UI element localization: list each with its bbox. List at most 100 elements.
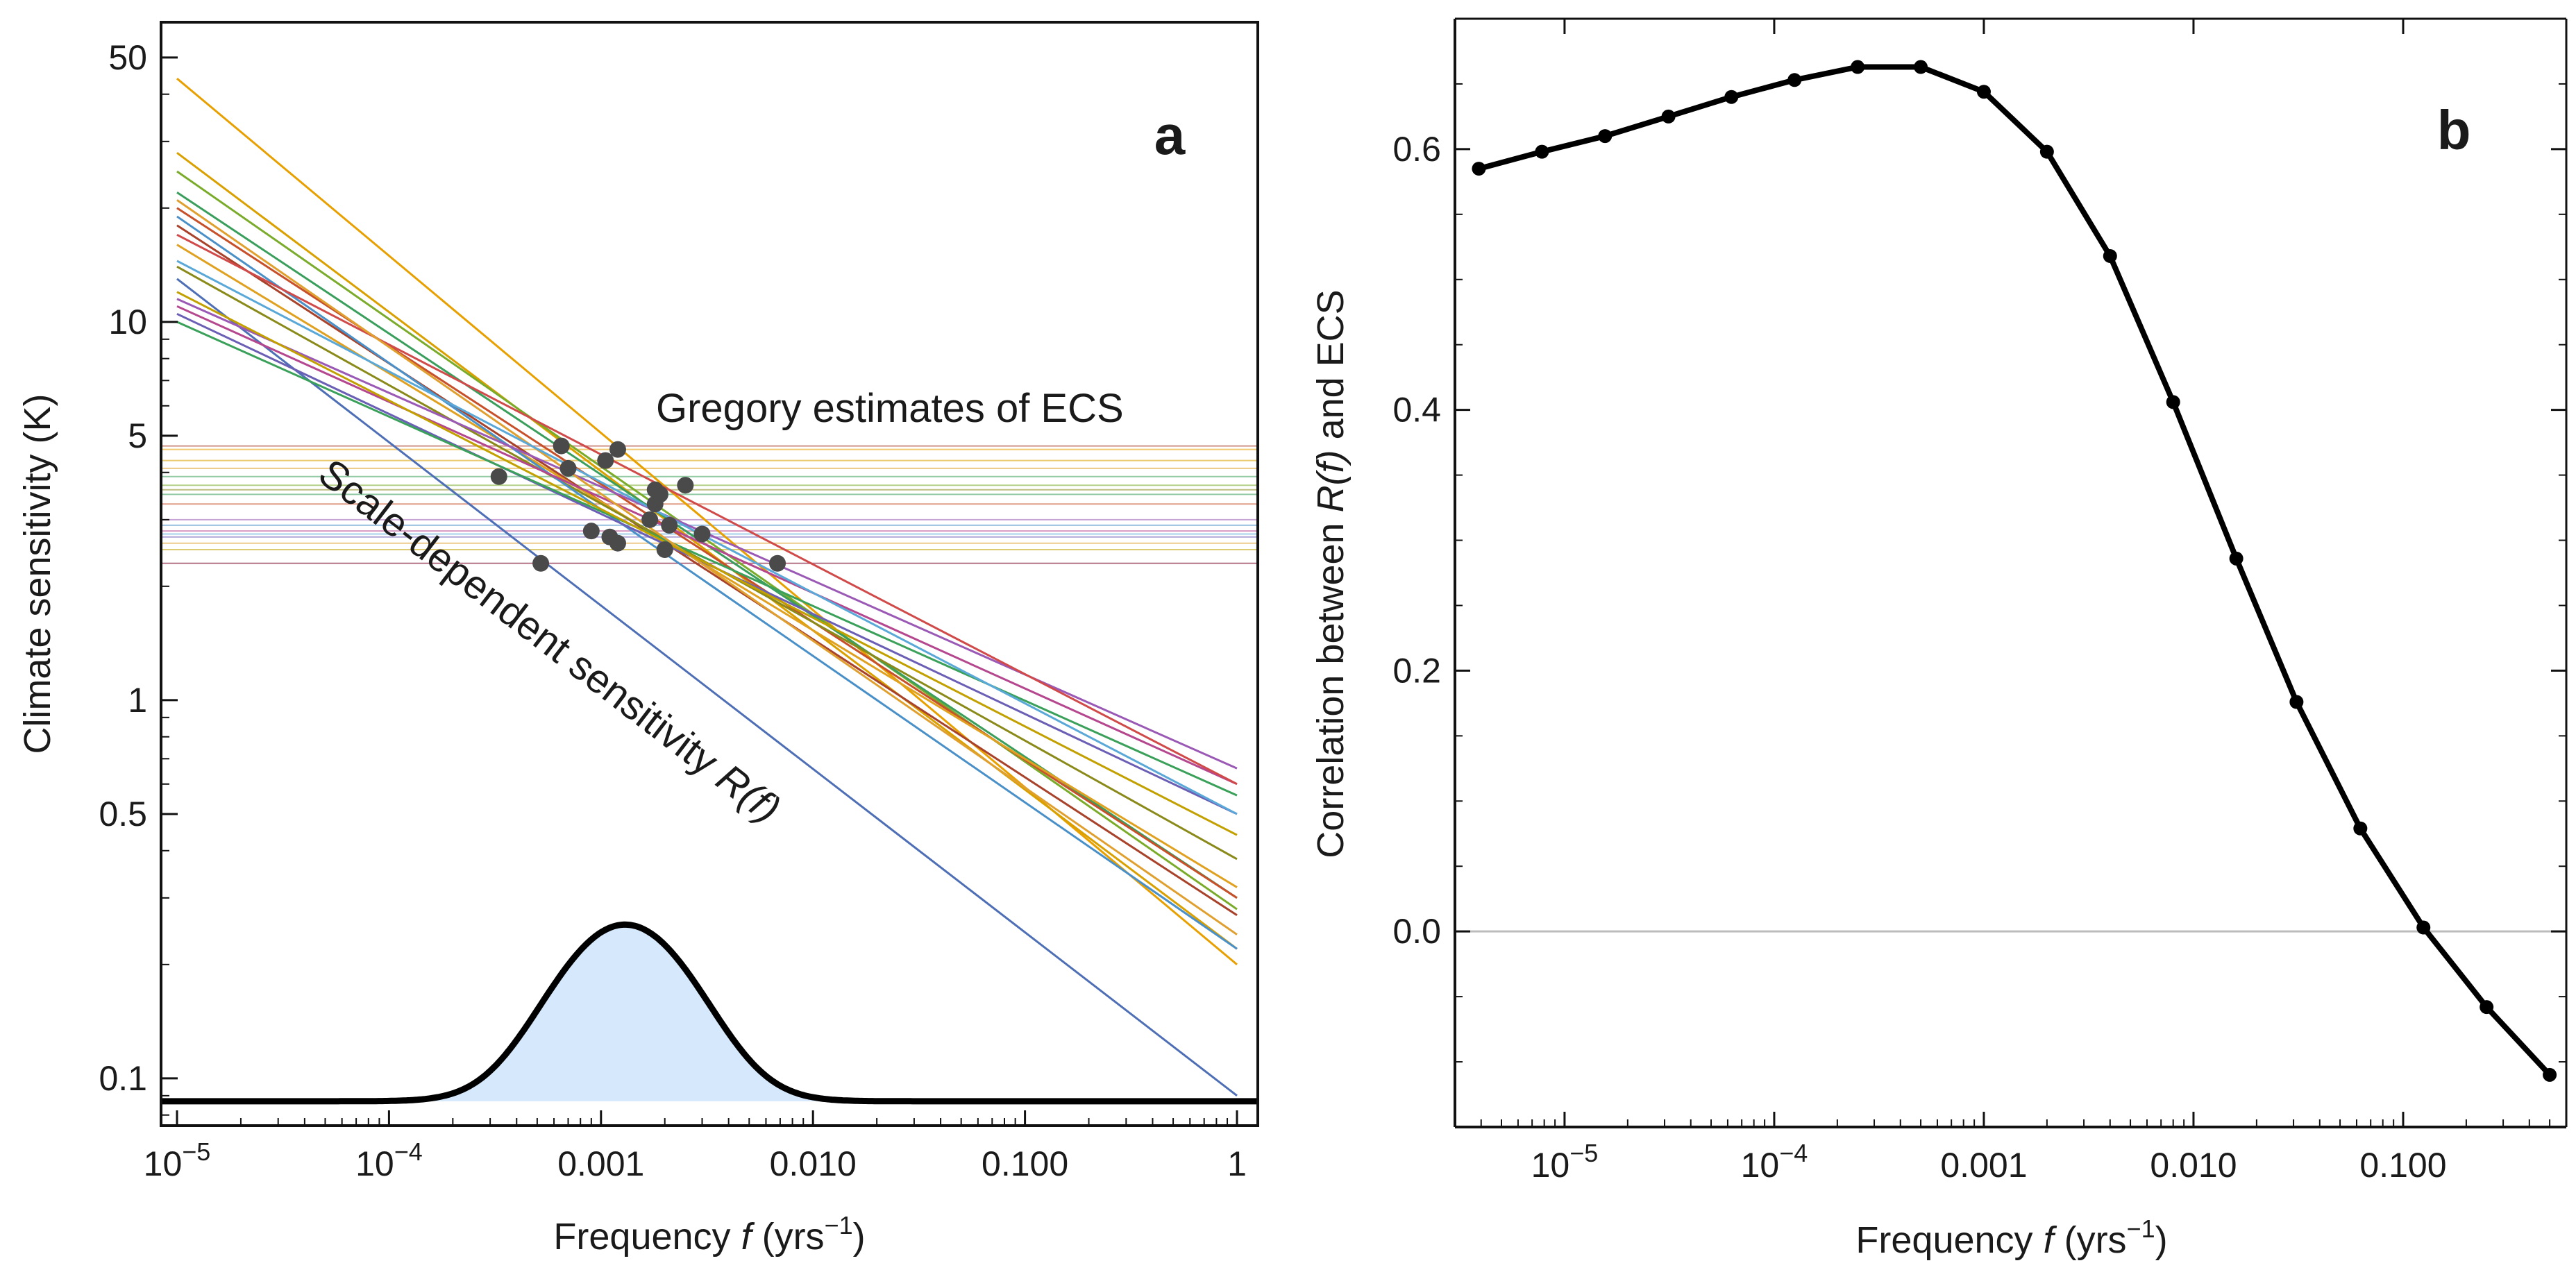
correlation-point-0: [1472, 162, 1486, 176]
ytick-label-a5: 50: [108, 38, 147, 77]
gregory-annotation: Gregory estimates of ECS: [656, 386, 1124, 431]
sensitivity-line-11: [176, 305, 1238, 786]
sensitivity-line-16: [176, 291, 1238, 836]
correlation-point-2: [1598, 129, 1613, 144]
correlation-point-7: [1914, 60, 1928, 74]
correlation-point-14: [2353, 821, 2368, 836]
b-xlabel-post: (yrs: [2054, 1219, 2127, 1261]
panel-a-xlabel: Frequency f (yrs−1): [553, 1211, 865, 1257]
b-ylabel-post: and ECS: [1310, 289, 1352, 450]
panel-a-label: a: [1154, 104, 1186, 166]
ecs-point-14: [769, 554, 786, 572]
correlation-point-12: [2229, 551, 2244, 566]
correlation-point-1: [1535, 144, 1549, 159]
xtick-sup: −5: [1569, 1139, 1598, 1167]
ecs-point-11: [582, 523, 600, 540]
correlation-point-6: [1851, 60, 1865, 74]
ecs-point-10: [641, 511, 659, 528]
xtick-label-a0: 10−5: [144, 1137, 211, 1183]
xtick-label-b2: 0.001: [1940, 1146, 2027, 1185]
ytick-label-b2: 0.4: [1392, 391, 1441, 430]
distribution-fill: [161, 924, 1258, 1101]
sensitivity-line-6: [176, 244, 1238, 888]
distribution-curve: [161, 921, 1258, 1105]
sensitivity-line-1: [176, 151, 1238, 950]
ytick-label-a4: 10: [108, 303, 147, 341]
xtick-sup: −4: [394, 1137, 423, 1166]
frequency-distribution: [161, 921, 1258, 1105]
panel-a-ylabel: Climate sensitivity (K): [17, 393, 58, 754]
b-xlabel-pre: Frequency: [1855, 1219, 2043, 1261]
sensitivity-line-13: [176, 321, 1238, 797]
correlation-point-5: [1787, 73, 1802, 87]
xtick-label-a2: 0.001: [557, 1144, 644, 1183]
xtick-base: 10: [1531, 1146, 1570, 1185]
ecs-point-17: [693, 525, 711, 543]
ytick-label-a2: 1: [128, 681, 147, 720]
b-xlabel-var: f: [2044, 1219, 2057, 1261]
correlation-point-11: [2166, 395, 2180, 409]
xtick-base: 10: [1741, 1146, 1780, 1185]
b-xlabel-close: ): [2155, 1219, 2168, 1261]
ecs-point-13: [490, 468, 507, 485]
scale-dependent-annotation: Scale-dependent sensitivity R(f): [310, 450, 789, 832]
sensitivity-line-4: [176, 207, 1238, 899]
xtick-label-b0: 10−5: [1531, 1139, 1599, 1185]
correlation-curve: [1478, 64, 2552, 1077]
b-ylabel-pre: Correlation between: [1310, 512, 1352, 858]
ecs-point-16: [656, 541, 673, 559]
correlation-line: [1478, 64, 2552, 1077]
xtick-label-a4: 0.100: [982, 1144, 1068, 1183]
ecs-point-15: [609, 534, 626, 552]
panel-b-label: b: [2437, 99, 2471, 161]
xtick-label-a5: 1: [1227, 1144, 1247, 1183]
xlabel-sup: −1: [825, 1211, 853, 1239]
correlation-point-4: [1724, 90, 1739, 104]
ecs-point-8: [661, 516, 678, 534]
scale-annotation-text: Scale-dependent sensitivity: [310, 450, 736, 791]
sensitivity-line-5: [176, 224, 1238, 917]
xtick-label-a1: 10−4: [355, 1137, 423, 1183]
xtick-sup: −5: [182, 1137, 210, 1166]
xtick-base: 10: [355, 1144, 394, 1183]
ecs-point-4: [646, 495, 664, 513]
xlabel-var: f: [741, 1216, 755, 1257]
correlation-point-8: [1976, 85, 1991, 99]
xlabel-close: ): [853, 1216, 866, 1257]
correlation-point-17: [2543, 1067, 2557, 1082]
correlation-point-16: [2480, 1000, 2494, 1015]
xtick-label-b3: 0.010: [2150, 1146, 2237, 1185]
ytick-label-a1: 0.5: [99, 795, 147, 833]
xtick-sup: −4: [1779, 1139, 1808, 1167]
ytick-label-b3: 0.6: [1392, 130, 1441, 169]
correlation-point-9: [2039, 144, 2054, 159]
ytick-label-a0: 0.1: [99, 1059, 147, 1098]
xlabel-post: (yrs: [752, 1216, 825, 1257]
panel-b-ylabel: Correlation between R(f) and ECS: [1310, 289, 1352, 858]
xtick-label-b1: 10−4: [1741, 1139, 1808, 1185]
ecs-point-9: [532, 554, 550, 572]
correlation-point-13: [2289, 695, 2304, 709]
sensitivity-line-15: [176, 199, 1238, 935]
sensitivity-lines: [176, 78, 1238, 1097]
xtick-label-a3: 0.010: [770, 1144, 857, 1183]
ytick-label-a3: 5: [128, 416, 147, 455]
xlabel-pre: Frequency: [553, 1216, 741, 1257]
panel-a-frame: [160, 21, 1259, 1127]
xtick-label-b4: 0.100: [2359, 1146, 2446, 1185]
correlation-points: [1472, 60, 2557, 1082]
ecs-point-7: [646, 481, 664, 498]
b-ylabel-var: R(f): [1310, 450, 1352, 512]
ecs-point-1: [597, 452, 614, 469]
sensitivity-line-14: [176, 233, 1238, 786]
correlation-point-3: [1661, 109, 1676, 124]
sensitivity-line-8: [176, 215, 1238, 950]
ecs-point-6: [559, 459, 577, 477]
correlation-point-10: [2103, 248, 2117, 263]
b-xlabel-sup: −1: [2127, 1214, 2155, 1243]
